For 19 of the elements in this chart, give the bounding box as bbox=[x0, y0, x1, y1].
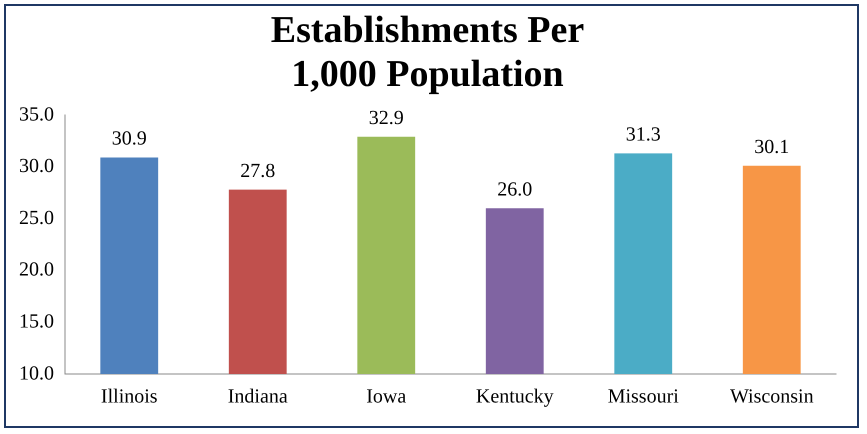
data-label: 31.3 bbox=[626, 124, 661, 146]
data-label: 27.8 bbox=[240, 160, 276, 182]
data-label: 32.9 bbox=[368, 107, 404, 130]
data-label: 26.0 bbox=[497, 178, 532, 200]
y-tick-label: 35.0 bbox=[19, 103, 54, 126]
data-label: 30.1 bbox=[754, 136, 790, 158]
y-tick-label: 25.0 bbox=[19, 206, 54, 229]
data-label: 30.9 bbox=[112, 128, 147, 150]
y-tick-label: 30.0 bbox=[19, 155, 54, 178]
x-tick-label: Indiana bbox=[228, 385, 288, 408]
x-tick-label: Kentucky bbox=[476, 385, 554, 408]
y-tick-label: 20.0 bbox=[19, 258, 54, 281]
y-tick-label: 10.0 bbox=[19, 362, 54, 384]
y-tick-label: 15.0 bbox=[19, 310, 54, 332]
x-tick-label: Missouri bbox=[608, 385, 680, 408]
chart-title: Establishments Per 1,000 Population bbox=[270, 8, 586, 96]
x-tick-label: Illinois bbox=[100, 385, 158, 408]
x-tick-label: Wisconsin bbox=[730, 385, 814, 408]
x-tick-label: Iowa bbox=[366, 385, 406, 408]
